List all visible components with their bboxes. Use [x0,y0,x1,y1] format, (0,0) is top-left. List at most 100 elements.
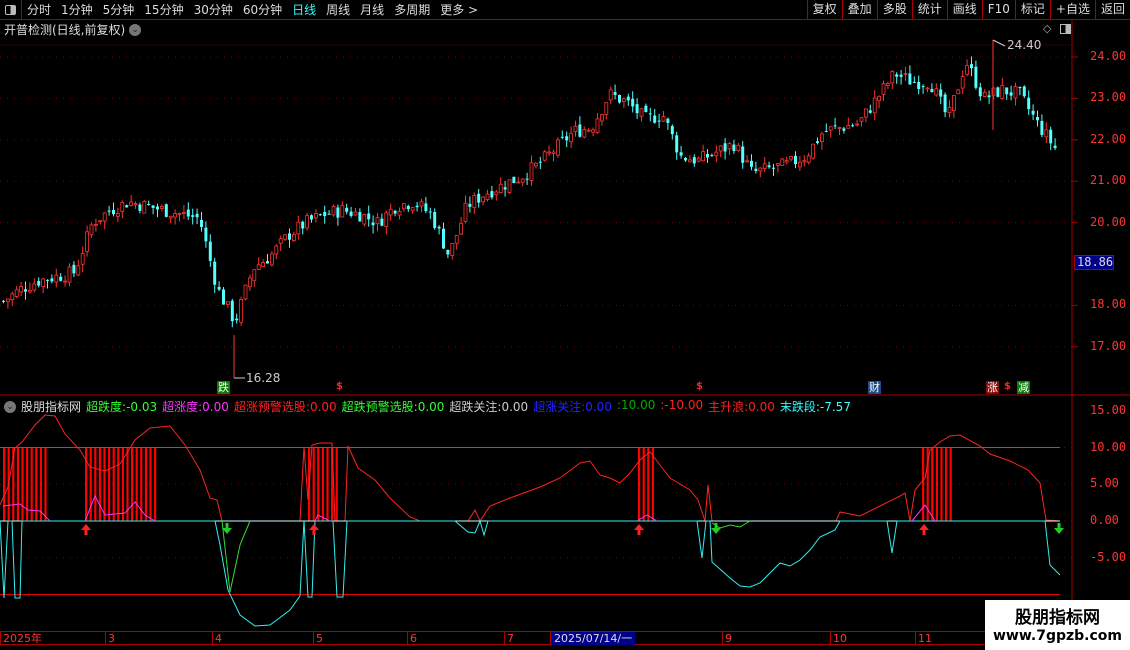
candle-down [1036,117,1039,121]
candle-up [745,160,749,163]
period-tab[interactable]: 1分钟 [61,3,93,17]
candle-up [864,108,868,118]
signal-bar [335,448,338,521]
candle-up [762,163,767,170]
candle-up [54,274,59,283]
toolbar-button[interactable]: 复权 [806,0,842,20]
candle-up [274,245,279,255]
indicator-readout: 超跌预警选股:0.00 [342,398,445,415]
candle-down [710,154,714,156]
candle-down [1053,145,1057,149]
oversold-line [221,520,251,593]
candle-up [116,213,120,217]
readout-label: : [660,398,665,412]
signal-bar [108,448,111,521]
readout-value: 0.00 [585,400,612,414]
candle-up [1044,129,1049,138]
candle-up [19,286,24,293]
candle-down [626,96,630,101]
candle-down [503,187,507,190]
period-tab[interactable]: 分时 [27,3,52,17]
candle-down [156,206,159,210]
candle-down [336,207,340,218]
toolbar-button[interactable]: 统计 [911,0,947,20]
date-label: 11 [915,632,932,645]
high-pointer [992,39,1006,47]
overbought-line [911,504,936,522]
readout-value: 10.00 [621,398,656,412]
toolbar-button[interactable]: 叠加 [841,0,877,20]
candle-down [230,300,234,322]
signal-bar [931,448,934,521]
candle-up [696,157,701,162]
chevron-down-icon[interactable]: ⌄ [4,400,16,413]
candle-down [706,153,709,158]
buy-arrow-icon [919,524,929,535]
candle-up [243,284,248,300]
period-tab[interactable]: 60分钟 [242,3,283,17]
candle-up [454,234,459,244]
toolbar-button[interactable]: +自选 [1049,0,1095,20]
readout-value: 0.00 [501,400,529,414]
signal-bar [326,448,329,521]
candle-up [98,220,103,223]
candle-down [235,318,239,321]
candle-down [1018,86,1022,89]
candle-down [406,205,410,210]
candle-up [784,160,789,163]
indicator-readout: :-10.00 [660,398,703,415]
period-tab[interactable]: 日线 [292,3,317,17]
candle-up [802,160,807,163]
signal-bar [94,448,97,521]
period-tab[interactable]: 5分钟 [102,3,135,17]
indicator-readout: 超跌度:-0.03 [86,398,157,415]
signal-bar [30,448,33,521]
period-tab[interactable]: 更多 > [440,3,479,17]
buy-arrow-icon [634,524,644,535]
readout-value: -7.57 [819,400,851,414]
candle-down [204,227,208,242]
candle-up [1013,86,1018,99]
candle-down [772,167,775,169]
candle-down [37,280,41,286]
panel-toggle-icon[interactable] [1060,24,1071,34]
candle-up [758,167,763,172]
date-label: 7 [504,632,514,645]
candle-up [459,222,464,235]
toolbar-button[interactable]: 多股 [876,0,912,20]
signal-bar [16,448,19,521]
diamond-icon[interactable]: ◇ [1043,22,1052,35]
indicator-readout: 超跌关注:0.00 [449,398,528,415]
candle-up [129,201,134,206]
candle-down [437,226,441,229]
candle-down [433,211,437,228]
chevron-down-icon[interactable]: ⌄ [129,23,142,36]
period-tab[interactable]: 周线 [326,3,351,17]
signal-bar [642,448,645,521]
toolbar-button[interactable]: 标记 [1014,0,1050,20]
period-tab[interactable]: 多周期 [394,3,431,17]
period-tab[interactable]: 30分钟 [193,3,233,17]
panel-toggle-icon[interactable] [0,0,22,20]
buy-arrow-icon [309,524,319,535]
sell-arrow-icon [711,523,721,534]
toolbar-button[interactable]: 画线 [946,0,982,20]
signal-bar [154,448,157,521]
sell-arrow-icon [1054,523,1064,534]
candle-down [107,210,111,212]
signal-bar [149,448,152,521]
signal-bar [117,448,120,521]
toolbar-button[interactable]: F10 [981,0,1015,20]
candle-down [59,276,63,281]
period-tab[interactable]: 15分钟 [144,3,184,17]
readout-label: 超跌度: [86,400,127,414]
period-tab[interactable]: 月线 [360,3,385,17]
candle-down [987,95,991,98]
indicator-header: ⌄ 股朋指标网 超跌度:-0.03 超涨度:0.00 超涨预警选股:0.00 超跌预警… [4,398,851,415]
readout-label: 主升浪: [708,400,749,414]
candle-down [468,203,472,207]
candle-down [666,118,670,124]
toolbar-button[interactable]: 返回 [1094,0,1130,20]
candle-up [551,151,556,154]
candle-down [446,249,450,255]
